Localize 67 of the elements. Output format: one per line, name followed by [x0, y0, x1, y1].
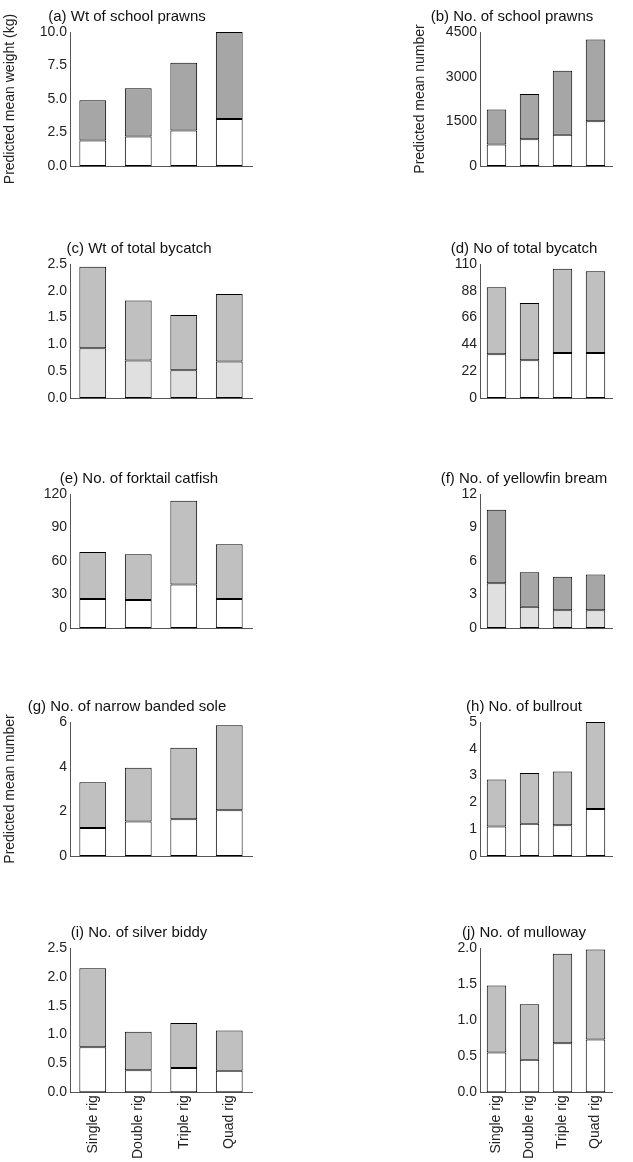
chart-title: (b) No. of school prawns — [430, 7, 594, 25]
y-tick-label: 60 — [51, 551, 68, 568]
y-tick-label: 2.5 — [47, 123, 68, 140]
y-axis-title: Predicted mean weight (kg) — [1, 13, 18, 185]
chart-title: (g) No. of narrow banded sole — [27, 697, 227, 715]
y-tick-label: 6 — [469, 551, 478, 568]
y-tick-label: 0 — [469, 618, 478, 635]
x-tick-label: Quad rig — [220, 1095, 237, 1149]
y-tick-label: 30 — [51, 585, 68, 602]
x-tick-label: Double rig — [520, 1095, 537, 1160]
x-tick-label: Triple rig — [553, 1095, 570, 1150]
y-tick-label: 9 — [469, 518, 478, 535]
y-tick-label: 1.5 — [47, 308, 68, 325]
y-axis-title: Predicted mean number — [411, 23, 428, 174]
x-tick-label: Single rig — [83, 1095, 100, 1154]
y-tick-label: 1.0 — [47, 335, 68, 352]
y-tick-label: 1.5 — [47, 996, 68, 1013]
y-tick-label: 2.5 — [47, 938, 68, 955]
y-tick-label: 0.0 — [47, 1083, 68, 1100]
y-tick-label: 0.5 — [47, 362, 68, 379]
chart-title: (i) No. of silver biddy — [70, 923, 208, 941]
y-tick-label: 0.0 — [47, 156, 68, 173]
y-tick-label: 0.0 — [457, 1083, 478, 1100]
chart-title: (c) Wt of total bycatch — [66, 239, 212, 257]
y-tick-label: 3 — [469, 585, 478, 602]
y-tick-label: 2.5 — [47, 254, 68, 271]
chart-title: (a) Wt of school prawns — [48, 7, 206, 25]
y-tick-label: 4 — [469, 739, 478, 756]
y-tick-label: 2 — [59, 802, 68, 819]
y-tick-label: 3000 — [445, 67, 478, 84]
y-tick-label: 5.0 — [47, 89, 68, 106]
y-tick-label: 0 — [469, 156, 478, 173]
y-tick-label: 0 — [469, 846, 478, 863]
y-tick-label: 0 — [59, 846, 68, 863]
x-tick-label: Quad rig — [586, 1095, 603, 1149]
y-tick-label: 0.5 — [47, 1054, 68, 1071]
x-tick-label: Double rig — [129, 1095, 146, 1160]
y-tick-label: 44 — [461, 335, 478, 352]
chart-title: (e) No. of forktail catfish — [59, 469, 219, 487]
y-tick-label: 66 — [461, 308, 478, 325]
y-tick-label: 22 — [461, 362, 478, 379]
y-tick-label: 4 — [59, 757, 68, 774]
y-tick-label: 12 — [461, 484, 478, 501]
y-tick-label: 1500 — [445, 112, 478, 129]
y-tick-label: 6 — [59, 712, 68, 729]
y-tick-label: 1.0 — [457, 1010, 478, 1027]
chart-title: (d) No of total bycatch — [450, 239, 598, 257]
y-tick-label: 1 — [469, 820, 478, 837]
y-tick-label: 2 — [469, 793, 478, 810]
chart-title: (h) No. of bullrout — [466, 697, 583, 715]
y-tick-label: 1.0 — [47, 1025, 68, 1042]
chart-title: (j) No. of mulloway — [461, 923, 587, 941]
x-tick-label: Single rig — [487, 1095, 504, 1154]
chart-title: (f) No. of yellowfin bream — [440, 469, 608, 487]
y-tick-label: 0.5 — [457, 1047, 478, 1063]
y-tick-label: 1.5 — [457, 974, 478, 991]
y-tick-label: 7.5 — [47, 56, 68, 73]
y-tick-label: 0 — [469, 388, 478, 405]
y-tick-label: 2.0 — [47, 281, 68, 298]
y-tick-label: 90 — [51, 518, 68, 535]
y-tick-label: 0.0 — [47, 388, 68, 405]
x-tick-label: Triple rig — [174, 1095, 191, 1150]
y-axis-title: Predicted mean number — [1, 713, 18, 864]
y-tick-label: 2.0 — [47, 967, 68, 984]
y-tick-label: 0 — [59, 618, 68, 635]
y-tick-label: 88 — [461, 281, 478, 298]
y-tick-label: 3 — [469, 766, 478, 783]
